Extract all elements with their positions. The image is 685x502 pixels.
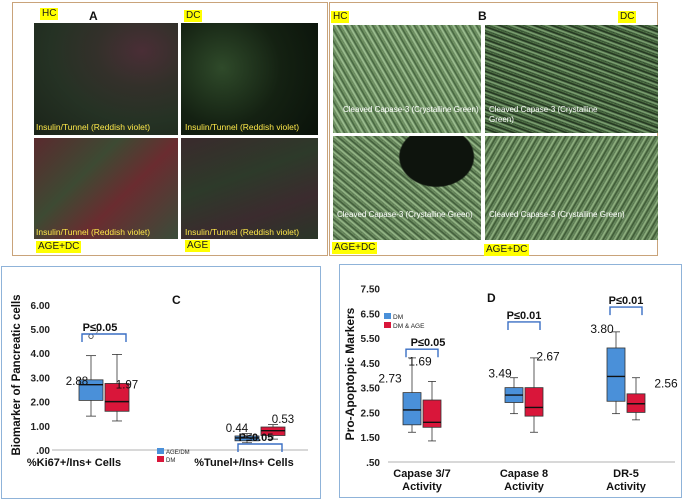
tag-a-age: AGE xyxy=(185,240,211,252)
c-value-label: 0.53 xyxy=(272,414,294,426)
d-xcat-label-line1: DR-5 xyxy=(613,468,639,480)
c-xcat-label: %Tunel+/Ins+ Cells xyxy=(194,457,293,469)
caption-b-bl: Cleaved Capase-3 (Crystalline Green) xyxy=(337,210,473,219)
caption-b-tr: Cleaved Capase-3 (Crystalline Green) xyxy=(489,105,598,124)
c-ytick-label: 6.00 xyxy=(31,301,51,312)
micrograph-a-age-dc: Insulin/Tunnel (Reddish violet) xyxy=(34,138,178,239)
d-ytick-label: .50 xyxy=(366,458,380,469)
d-xcat-label-line2: Activity xyxy=(504,481,545,493)
d-box xyxy=(606,347,626,402)
d-sig-label: P≤0.01 xyxy=(507,310,542,322)
d-panel-label: D xyxy=(487,291,496,305)
tag-b-age-dc-left: AGE+DC xyxy=(332,242,378,254)
panel-c-frame: Biomarker of Pancreatic cells .00 1.00 2.00… xyxy=(1,266,321,499)
d-sig-bracket xyxy=(507,321,541,330)
d-xcat-label-line2: Activity xyxy=(402,481,443,493)
c-xcat-label: %Ki67+/Ins+ Cells xyxy=(27,457,121,469)
d-xcat-label-line1: Capase 3/7 xyxy=(393,468,450,480)
d-ytick-label: 2.50 xyxy=(361,408,381,419)
d-sig-bracket xyxy=(609,306,643,316)
c-ytick-label: 5.00 xyxy=(31,325,51,336)
d-ytick-label: 3.50 xyxy=(361,384,381,395)
tag-b-hc: HC xyxy=(331,11,350,23)
c-ytick-label: 1.00 xyxy=(31,422,51,433)
caption-b-tl: Cleaved Capase-3 (Crystalline Green) xyxy=(343,105,479,114)
d-box xyxy=(524,387,544,417)
panel-a-frame xyxy=(12,2,328,256)
d-sig-label: P≤0.05 xyxy=(411,337,446,349)
panel-d-chart: Pro-Apoptopic Markers .50 1.50 2.50 3.50 4.50… xyxy=(343,284,678,493)
c-ytick-label: 2.00 xyxy=(31,398,51,409)
panel-a-label: A xyxy=(89,9,98,23)
tag-b-age-dc-right: AGE+DC xyxy=(484,244,530,256)
d-value-label: 3.80 xyxy=(590,322,614,336)
d-ytick-label: 1.50 xyxy=(361,433,381,444)
d-ytick-label: 5.50 xyxy=(361,334,381,345)
micrograph-b-br: Cleaved Capase-3 (Crystalline Green) xyxy=(485,136,658,240)
panel-d-frame: Pro-Apoptopic Markers .50 1.50 2.50 3.50 4.50… xyxy=(339,264,682,498)
d-xcat-label-line1: Capase 8 xyxy=(500,468,548,480)
d-value-label: 1.69 xyxy=(408,354,432,368)
micrograph-b-tr: Cleaved Capase-3 (Crystalline Green) xyxy=(485,25,658,133)
tag-a-dc: DC xyxy=(184,10,203,22)
panel-b-label: B xyxy=(478,9,487,23)
d-legend-swatch xyxy=(384,313,391,319)
c-ytick-label: 3.00 xyxy=(31,373,51,384)
d-value-label: 2.73 xyxy=(378,372,402,386)
c-legend-swatch xyxy=(157,456,164,462)
c-sig-label: P≤0.05 xyxy=(83,322,118,334)
c-sig-bracket xyxy=(81,333,127,342)
d-ylabel: Pro-Apoptopic Markers xyxy=(343,307,357,440)
d-ytick-label: 7.50 xyxy=(361,284,381,295)
tag-a-hc: HC xyxy=(40,8,59,20)
d-sig-bracket xyxy=(405,348,439,358)
c-value-label: 0.44 xyxy=(226,423,249,435)
micrograph-b-bl: Cleaved Capase-3 (Crystalline Green) xyxy=(333,136,481,240)
c-outlier-label: 2 xyxy=(95,330,99,336)
d-xcat-label-line2: Activity xyxy=(606,481,647,493)
c-value-label: 2.88 xyxy=(66,376,88,388)
c-ylabel: Biomarker of Pancreatic cells xyxy=(11,294,23,455)
d-legend-label: DM & AGE xyxy=(393,323,425,330)
caption-a-hc: Insulin/Tunnel (Reddish violet) xyxy=(36,122,151,132)
d-box xyxy=(422,399,442,428)
d-value-label: 2.56 xyxy=(654,377,678,391)
c-ytick-label: .00 xyxy=(36,446,50,457)
c-box xyxy=(104,383,130,412)
micrograph-a-dc: Insulin/Tunnel (Reddish violet) xyxy=(181,23,318,135)
caption-a-age-dc: Insulin/Tunnel (Reddish violet) xyxy=(36,227,151,237)
c-sig-bracket xyxy=(237,443,283,452)
c-sig-label: P≤0.05 xyxy=(239,432,274,444)
micrograph-b-tl: Cleaved Capase-3 (Crystalline Green) xyxy=(333,25,481,133)
d-legend-label: DM xyxy=(393,314,403,321)
d-value-label: 2.67 xyxy=(536,349,560,363)
caption-b-br: Cleaved Capase-3 (Crystalline Green) xyxy=(489,210,625,219)
micrograph-a-hc: Insulin/Tunnel (Reddish violet) xyxy=(34,23,178,135)
c-legend-label: AGE/DM xyxy=(166,450,190,456)
micrograph-a-age: Insulin/Tunnel (Reddish violet) xyxy=(181,138,318,239)
c-value-label: 1.97 xyxy=(116,379,138,391)
panel-c-chart: Biomarker of Pancreatic cells .00 1.00 2.00… xyxy=(11,293,308,469)
d-box xyxy=(402,392,422,426)
c-outlier xyxy=(88,333,94,339)
d-ytick-label: 4.50 xyxy=(361,359,381,370)
caption-a-dc: Insulin/Tunnel (Reddish violet) xyxy=(185,122,300,132)
d-ytick-label: 6.50 xyxy=(361,309,381,320)
tag-a-age-dc: AGE+DC xyxy=(36,241,82,253)
tag-b-dc: DC xyxy=(618,11,637,23)
c-legend-swatch xyxy=(157,448,164,454)
c-panel-label: C xyxy=(172,293,181,307)
d-legend-swatch xyxy=(384,322,391,328)
c-ytick-label: 4.00 xyxy=(31,349,51,360)
d-value-label: 3.49 xyxy=(488,367,512,381)
d-sig-label: P≤0.01 xyxy=(609,295,644,307)
c-legend-label: DM xyxy=(166,458,175,464)
caption-a-age: Insulin/Tunnel (Reddish violet) xyxy=(185,227,300,237)
